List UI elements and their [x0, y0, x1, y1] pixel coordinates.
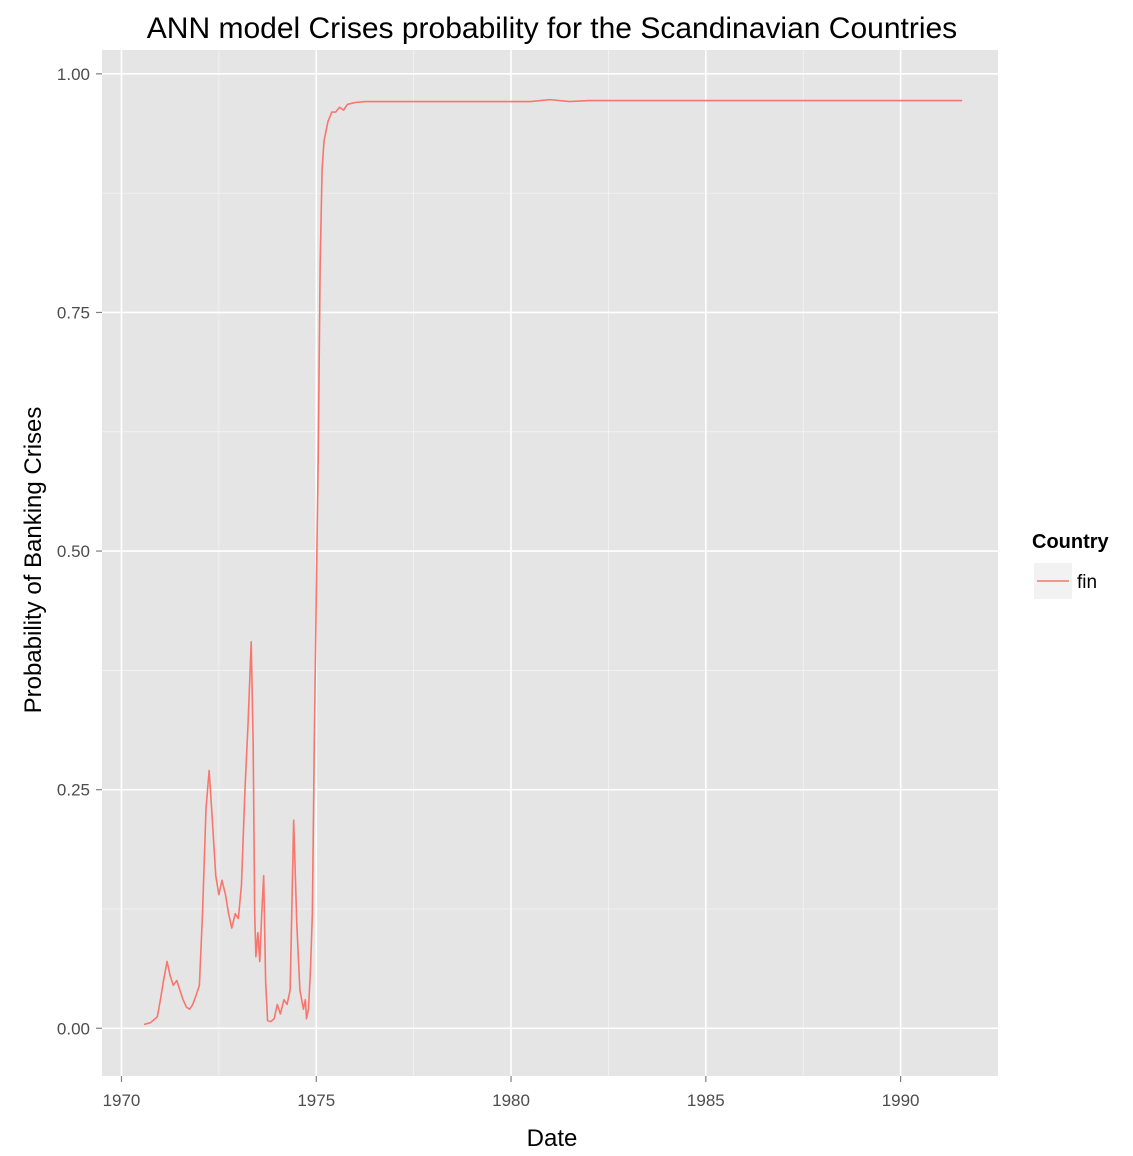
y-axis: 0.00 0.25 0.50 0.75 1.00 — [57, 65, 102, 1038]
legend-label-fin: fin — [1077, 572, 1097, 593]
y-tick-label: 0.25 — [57, 781, 90, 800]
major-gridlines — [102, 50, 998, 1076]
plot-panel — [102, 50, 998, 1076]
series-line-fin — [143, 98, 963, 1026]
y-tick-label: 0.50 — [57, 542, 90, 561]
x-axis-title: Date — [527, 1125, 578, 1152]
series-layer — [143, 98, 963, 1026]
x-tick-label: 1980 — [492, 1091, 530, 1110]
x-tick-label: 1975 — [297, 1091, 335, 1110]
legend: Country fin — [1032, 531, 1110, 599]
x-tick-label: 1970 — [103, 1091, 141, 1110]
y-tick-label: 0.75 — [57, 303, 90, 322]
x-axis: 1970 1975 1980 1985 1990 — [103, 1076, 920, 1110]
x-tick-label: 1990 — [882, 1091, 920, 1110]
x-tick-label: 1985 — [687, 1091, 725, 1110]
chart-title: ANN model Crises probability for the Sca… — [147, 12, 957, 45]
y-axis-title: Probability of Banking Crises — [20, 407, 47, 714]
y-tick-label: 1.00 — [57, 65, 90, 84]
y-tick-label: 0.00 — [57, 1019, 90, 1038]
legend-title: Country — [1032, 531, 1110, 553]
